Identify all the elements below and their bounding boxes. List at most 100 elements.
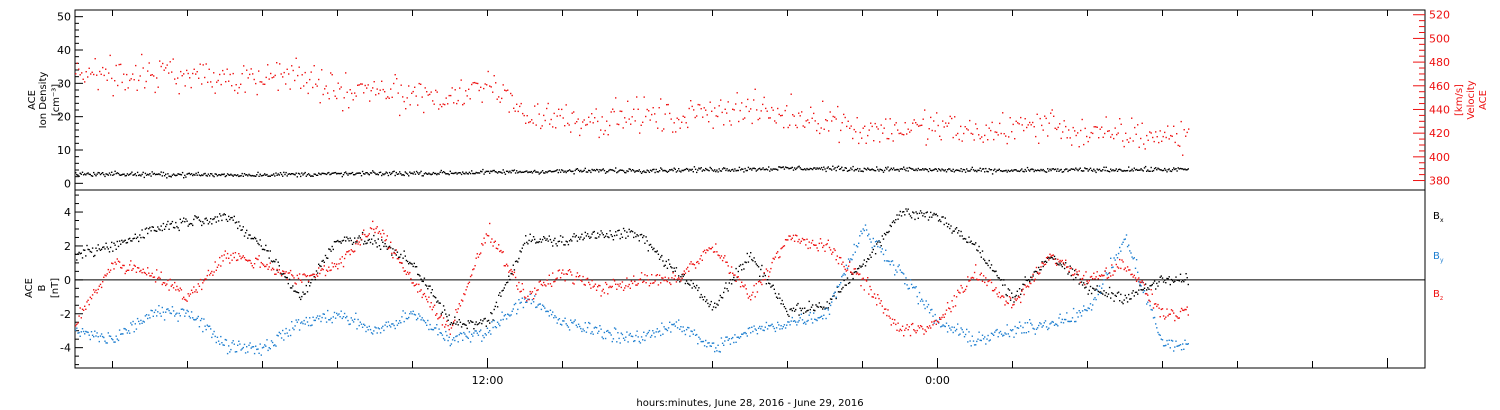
bz-point [1020, 301, 1022, 304]
velocity-point [1131, 117, 1133, 119]
velocity-point [936, 112, 938, 114]
velocity-point [810, 106, 812, 108]
bz-point [889, 317, 891, 319]
bz-point [151, 272, 153, 275]
by-point [687, 326, 689, 329]
by-point [223, 344, 225, 346]
by-point [169, 312, 171, 314]
density-point [1155, 167, 1157, 169]
bz-point [1117, 267, 1120, 269]
velocity-point [199, 63, 201, 65]
density-point [385, 171, 387, 173]
density-point [273, 173, 275, 175]
velocity-point [649, 119, 651, 121]
bz-point [620, 286, 622, 289]
density-point [87, 172, 89, 174]
bx-point [688, 283, 690, 285]
velocity-point [253, 78, 255, 81]
bz-point [742, 285, 744, 287]
bz-point [780, 247, 782, 250]
by-point [250, 347, 252, 349]
by-point [733, 341, 735, 344]
density-point [609, 168, 611, 171]
bz-point [287, 272, 289, 274]
bz-point [170, 285, 172, 287]
bz-point [193, 286, 195, 288]
bz-point [856, 272, 859, 274]
bx-point [670, 266, 672, 268]
bx-point [779, 297, 781, 299]
bz-point [201, 288, 203, 291]
density-point [591, 168, 593, 171]
bx-point [147, 232, 149, 235]
density-point [197, 171, 199, 174]
bx-point [118, 240, 121, 242]
bz-point [260, 261, 262, 264]
bx-point [509, 278, 511, 281]
bx-point [123, 240, 125, 242]
bz-point [1158, 307, 1160, 309]
by-point [280, 337, 283, 339]
velocity-point [1143, 143, 1145, 145]
bz-point [897, 322, 899, 324]
bz-point [156, 269, 158, 271]
velocity-point [1033, 126, 1035, 128]
bz-point [791, 237, 793, 239]
by-point [654, 336, 656, 338]
density-point [1058, 170, 1060, 172]
by-point [955, 328, 958, 331]
density-point [1043, 170, 1045, 172]
bz-point [120, 266, 122, 269]
by-point [111, 338, 113, 340]
by-point [404, 312, 406, 314]
by-point [147, 317, 149, 320]
bx-point [278, 265, 280, 267]
by-point [490, 333, 492, 335]
bz-point [739, 286, 742, 288]
bz-point [1000, 295, 1003, 297]
by-point [337, 314, 339, 316]
bx-point [690, 279, 692, 282]
velocity-point [645, 115, 647, 118]
bz-point [338, 263, 340, 265]
bx-point [986, 262, 988, 265]
by-point [430, 328, 432, 330]
bx-point [1146, 289, 1148, 291]
density-point [432, 171, 435, 174]
bz-point [205, 278, 207, 280]
density-point [877, 168, 879, 171]
bz-point [221, 255, 223, 257]
density-point [896, 168, 898, 171]
bz-point [680, 280, 682, 282]
by-point [436, 324, 438, 326]
bz-point [383, 232, 385, 235]
bz-point [599, 285, 601, 287]
velocity-point [544, 119, 546, 122]
by-point [914, 287, 916, 289]
bx-point [960, 230, 962, 233]
by-point [853, 243, 855, 246]
bx-point [976, 249, 978, 251]
bx-point [949, 227, 951, 230]
velocity-point [594, 117, 596, 119]
density-point [887, 166, 889, 168]
velocity-point [136, 89, 138, 91]
by-point [1164, 345, 1166, 347]
velocity-point [99, 70, 101, 73]
by-point [347, 319, 349, 322]
by-point [630, 335, 633, 337]
velocity-point [919, 124, 921, 127]
density-point [613, 170, 616, 172]
bz-point [385, 239, 387, 241]
by-point [958, 334, 960, 336]
velocity-point [843, 113, 845, 116]
by-point [748, 327, 751, 329]
density-point [750, 167, 752, 170]
density-point [656, 171, 658, 173]
bx-point [1125, 297, 1128, 299]
density-point [648, 171, 651, 173]
velocity-point [1015, 120, 1017, 122]
bz-point [540, 283, 543, 286]
by-point [851, 258, 853, 261]
